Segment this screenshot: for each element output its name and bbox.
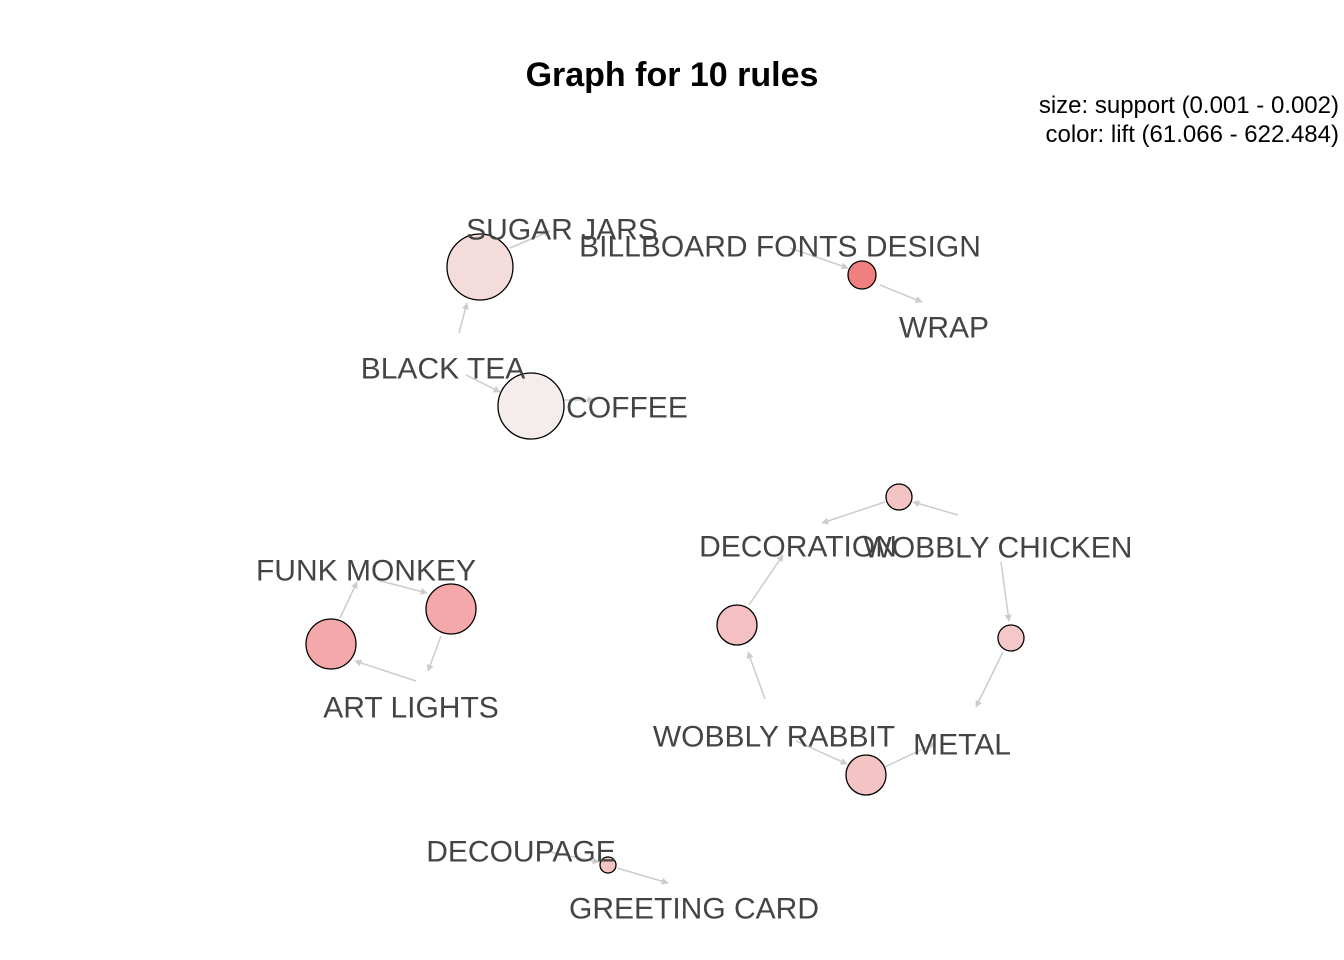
- rule-node-r9: [845, 754, 887, 796]
- rule-node-r1: [446, 233, 514, 301]
- edge-r6-rhs: [821, 501, 886, 525]
- edge-r1-lhs: [458, 302, 469, 334]
- edge-r1-rhs: [509, 230, 551, 249]
- edge-r3-lhs: [789, 247, 849, 270]
- edge-r7-rhs: [975, 651, 1004, 708]
- edge-r2-lhs: [465, 374, 501, 393]
- edge-r9-rhs: [884, 742, 936, 768]
- item-label-billboard: BILLBOARD FONTS DESIGN: [579, 231, 981, 264]
- nodes-layer: [305, 233, 1025, 874]
- page-title: Graph for 10 rules: [525, 56, 819, 94]
- edge-r3-rhs: [879, 284, 923, 303]
- rule-node-r7: [997, 624, 1025, 652]
- edge-r6-lhs: [912, 500, 959, 516]
- rule-node-r8: [716, 604, 758, 646]
- item-label-sugar-jars: SUGAR JARS: [466, 214, 658, 247]
- rule-node-r10: [599, 856, 617, 874]
- item-label-greeting-card: GREETING CARD: [569, 893, 819, 926]
- rule-node-r3: [847, 260, 877, 290]
- edge-r10-lhs: [549, 851, 600, 865]
- item-label-wobbly-rabbit: WOBBLY RABBIT: [653, 721, 895, 754]
- item-label-funk-monkey: FUNK MONKEY: [256, 555, 476, 588]
- edge-r8-rhs: [748, 554, 784, 606]
- edge-r4-rhs: [426, 635, 442, 672]
- edge-r5-lhs: [354, 659, 417, 682]
- item-label-decoupage: DECOUPAGE: [426, 836, 615, 869]
- rule-node-r4: [425, 583, 477, 635]
- item-label-wobbly-chicken: WOBBLY CHICKEN: [864, 532, 1133, 565]
- rule-node-r6: [885, 483, 913, 511]
- edge-r10-rhs: [616, 867, 669, 885]
- edge-r7-lhs: [1000, 561, 1012, 622]
- item-label-decoration: DECORATION: [699, 531, 897, 564]
- rule-node-r2: [497, 372, 565, 440]
- edge-r4-lhs: [376, 579, 428, 595]
- item-label-black-tea: BLACK TEA: [361, 353, 526, 386]
- edges-layer: [339, 230, 1012, 885]
- edge-r5-rhs: [339, 581, 358, 619]
- edge-r8-lhs: [746, 651, 766, 700]
- item-label-wrap: WRAP: [899, 312, 989, 345]
- legend-color: color: lift (61.066 - 622.484): [1045, 121, 1340, 148]
- item-label-art-lights: ART LIGHTS: [323, 692, 499, 725]
- edge-r9-lhs: [795, 740, 848, 765]
- rule-node-r5: [305, 618, 357, 670]
- item-label-coffee: COFFEE: [566, 392, 688, 425]
- legend-size: size: support (0.001 - 0.002): [1038, 92, 1339, 119]
- item-label-metal: METAL: [913, 729, 1011, 762]
